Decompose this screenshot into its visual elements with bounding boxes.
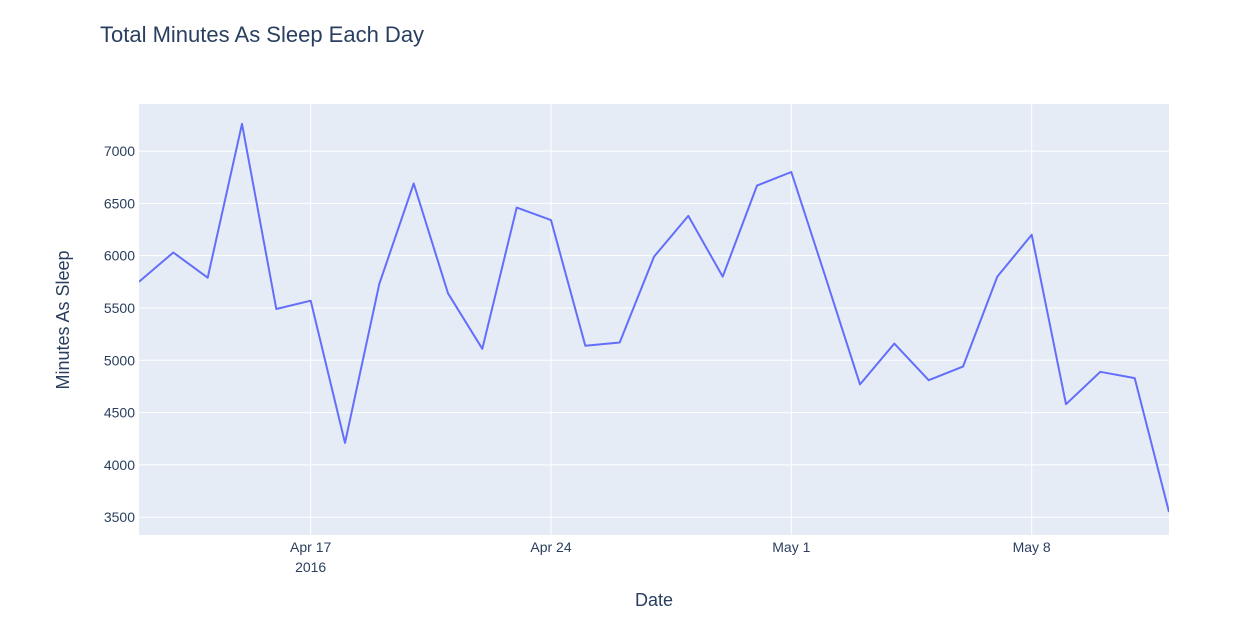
data-point[interactable] bbox=[857, 381, 863, 387]
chart-title: Total Minutes As Sleep Each Day bbox=[100, 22, 424, 47]
data-point[interactable] bbox=[308, 298, 314, 304]
x-tick-label: May 8 bbox=[1013, 539, 1051, 555]
data-point[interactable] bbox=[651, 254, 657, 260]
y-tick-label: 7000 bbox=[104, 143, 135, 159]
tick-labels: 3500 4000 4500 5000 5500 6000 6500 7000 Apr 17 20… bbox=[104, 143, 1051, 575]
data-point[interactable] bbox=[411, 181, 417, 187]
data-point[interactable] bbox=[685, 213, 691, 219]
data-point[interactable] bbox=[136, 279, 142, 285]
data-point[interactable] bbox=[170, 250, 176, 256]
y-axis-title: Minutes As Sleep bbox=[53, 250, 73, 389]
sleep-minutes-line bbox=[139, 122, 1169, 513]
data-point[interactable] bbox=[445, 290, 451, 296]
data-point[interactable] bbox=[514, 205, 520, 211]
y-tick-label: 4500 bbox=[104, 405, 135, 421]
x-tick-sublabel: 2016 bbox=[295, 559, 326, 575]
x-tick-label: Apr 17 bbox=[290, 539, 331, 555]
data-point[interactable] bbox=[891, 341, 897, 347]
y-tick-label: 4000 bbox=[104, 457, 135, 473]
data-point[interactable] bbox=[479, 346, 485, 352]
y-tick-label: 6500 bbox=[104, 195, 135, 211]
y-tick-label: 6000 bbox=[104, 248, 135, 264]
series-layer bbox=[136, 121, 1172, 515]
data-point[interactable] bbox=[205, 275, 211, 281]
x-tick-label: May 1 bbox=[772, 539, 810, 555]
y-tick-label: 3500 bbox=[104, 509, 135, 525]
data-point[interactable] bbox=[1097, 369, 1103, 375]
y-tick-label: 5000 bbox=[104, 352, 135, 368]
data-point[interactable] bbox=[1063, 401, 1069, 407]
data-point[interactable] bbox=[720, 274, 726, 280]
data-point[interactable] bbox=[960, 364, 966, 370]
data-point[interactable] bbox=[548, 217, 554, 223]
x-tick-label: Apr 24 bbox=[530, 539, 571, 555]
data-point[interactable] bbox=[994, 274, 1000, 280]
plot-area bbox=[139, 104, 1169, 535]
data-point[interactable] bbox=[1029, 232, 1035, 238]
data-point[interactable] bbox=[273, 306, 279, 312]
data-point[interactable] bbox=[376, 281, 382, 287]
data-point[interactable] bbox=[239, 121, 245, 127]
data-point[interactable] bbox=[754, 183, 760, 189]
data-point[interactable] bbox=[582, 343, 588, 349]
data-point[interactable] bbox=[1166, 509, 1172, 515]
data-point[interactable] bbox=[617, 340, 623, 346]
data-point[interactable] bbox=[823, 275, 829, 281]
data-point[interactable] bbox=[1132, 375, 1138, 381]
data-point[interactable] bbox=[788, 169, 794, 175]
y-tick-label: 5500 bbox=[104, 300, 135, 316]
data-point[interactable] bbox=[926, 377, 932, 383]
data-point[interactable] bbox=[342, 440, 348, 446]
x-axis-title: Date bbox=[635, 590, 673, 610]
